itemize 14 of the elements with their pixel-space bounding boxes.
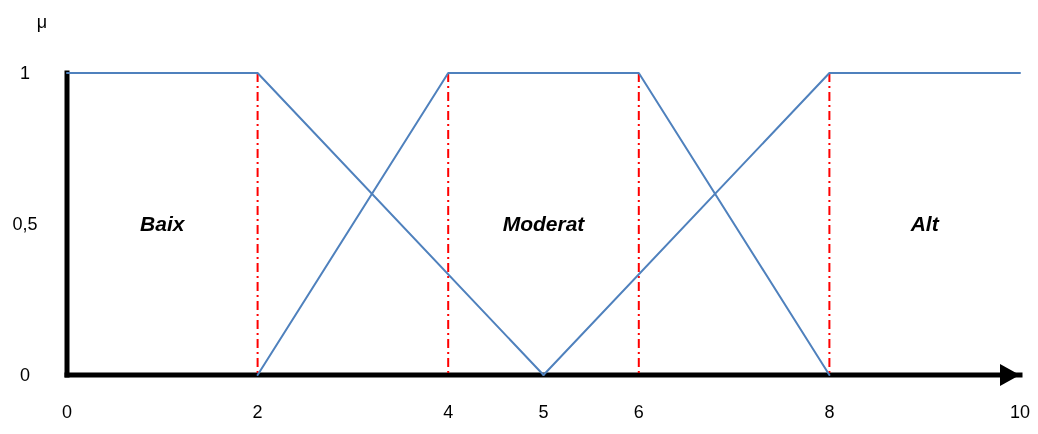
annotation: Baix [140, 212, 186, 236]
y-tick-label: 0 [19, 365, 31, 386]
x-tick-label: 8 [824, 402, 835, 422]
annotation: Moderat [502, 212, 586, 236]
y-tick-label: 1 [19, 63, 31, 84]
annotation: Alt [909, 212, 940, 236]
x-tick-label: 10 [1009, 402, 1031, 422]
x-tick-label: 6 [633, 402, 644, 422]
x-tick-label: 2 [252, 402, 263, 422]
x-tick-label: 4 [443, 402, 454, 422]
x-tick-label: 5 [538, 402, 549, 422]
y-tick-label: 0,5 [12, 214, 38, 235]
y-axis-title: μ [36, 12, 48, 32]
x-tick-label: 0 [61, 402, 73, 422]
